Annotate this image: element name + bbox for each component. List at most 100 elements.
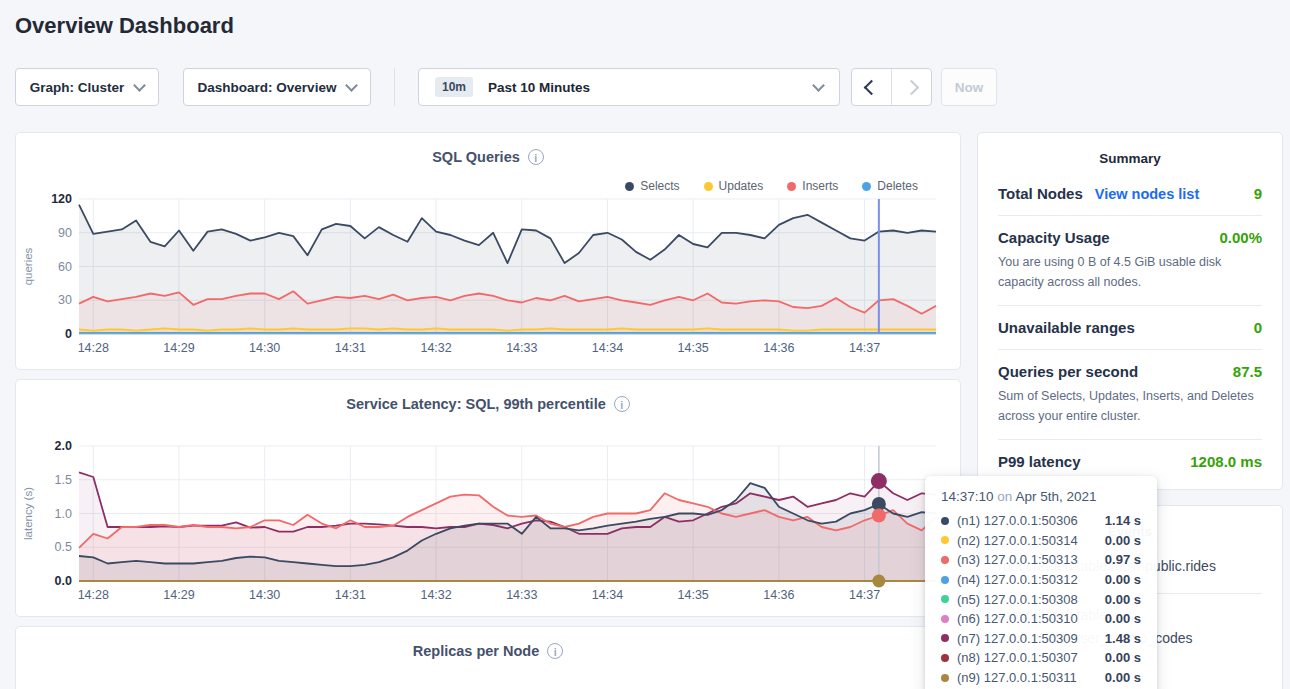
divider xyxy=(394,68,395,106)
dashboard-dropdown-label: Dashboard: Overview xyxy=(198,80,337,95)
summary-value: 0.00% xyxy=(1219,229,1262,246)
tooltip-node-row: (n4) 127.0.0.1:50312 0.00 s xyxy=(941,570,1141,590)
svg-text:14:28: 14:28 xyxy=(78,588,109,602)
svg-text:90: 90 xyxy=(58,226,72,240)
sql-queries-card: SQL Queriesi Selects Updates Inserts Del… xyxy=(15,132,961,370)
svg-text:0.5: 0.5 xyxy=(55,540,72,554)
page-title: Overview Dashboard xyxy=(15,13,234,39)
sql-queries-chart[interactable]: 14:28 14:29 14:30 14:31 14:32 14:33 14:34 14:35… xyxy=(16,189,960,367)
svg-text:14:28: 14:28 xyxy=(78,341,109,355)
node-color-dot-icon xyxy=(941,634,949,642)
node-color-dot-icon xyxy=(941,536,949,544)
svg-text:latency (s): latency (s) xyxy=(22,487,34,540)
summary-value: 87.5 xyxy=(1233,363,1262,380)
node-color-dot-icon xyxy=(941,576,949,584)
svg-text:14:36: 14:36 xyxy=(763,341,794,355)
graph-scope-dropdown[interactable]: Graph: Cluster xyxy=(15,68,159,106)
replicas-per-node-card: Replicas per Node i xyxy=(15,626,961,689)
svg-text:14:31: 14:31 xyxy=(335,341,366,355)
tooltip-node-row: (n2) 127.0.0.1:50314 0.00 s xyxy=(941,531,1141,551)
svg-text:0: 0 xyxy=(65,327,72,341)
graph-scope-dropdown-label: Graph: Cluster xyxy=(30,80,125,95)
summary-label: Capacity Usage xyxy=(998,229,1110,246)
summary-description: Sum of Selects, Updates, Inserts, and De… xyxy=(998,386,1262,426)
svg-text:14:30: 14:30 xyxy=(249,588,280,602)
node-color-dot-icon xyxy=(941,556,949,564)
summary-panel: Summary Total Nodes View nodes list 9 Ca… xyxy=(977,132,1283,490)
svg-text:14:34: 14:34 xyxy=(592,588,623,602)
chart-tooltip: 14:37:10 on Apr 5th, 2021 (n1) 127.0.0.1… xyxy=(925,476,1157,689)
chevron-down-icon xyxy=(346,79,359,92)
latency-chart[interactable]: 14:28 14:29 14:30 14:31 14:32 14:33 14:34 14:35… xyxy=(16,436,960,614)
view-nodes-list-link[interactable]: View nodes list xyxy=(1095,186,1200,202)
chevron-left-icon xyxy=(864,79,880,95)
summary-value: 9 xyxy=(1254,185,1262,202)
time-range-label: Past 10 Minutes xyxy=(488,80,590,95)
tooltip-node-row: (n6) 127.0.0.1:50310 0.00 s xyxy=(941,609,1141,629)
tooltip-node-row: (n9) 127.0.0.1:50311 0.00 s xyxy=(941,668,1141,688)
svg-text:14:37: 14:37 xyxy=(849,588,880,602)
svg-text:14:33: 14:33 xyxy=(506,588,537,602)
svg-text:14:30: 14:30 xyxy=(249,341,280,355)
prev-range-button[interactable] xyxy=(852,69,892,105)
svg-text:1.5: 1.5 xyxy=(55,473,72,487)
chevron-down-icon xyxy=(133,79,146,92)
svg-text:14:35: 14:35 xyxy=(678,341,709,355)
time-range-badge: 10m xyxy=(435,77,473,97)
chevron-right-icon xyxy=(904,79,920,95)
time-nav-group xyxy=(851,68,932,106)
svg-text:0.0: 0.0 xyxy=(55,574,72,588)
summary-description: You are using 0 B of 4.5 GiB usable disk… xyxy=(998,252,1262,292)
info-icon[interactable]: i xyxy=(547,643,563,659)
chart-title: Replicas per Node xyxy=(413,643,540,659)
node-color-dot-icon xyxy=(941,674,949,682)
dashboard-dropdown[interactable]: Dashboard: Overview xyxy=(183,68,371,106)
node-color-dot-icon xyxy=(941,615,949,623)
tooltip-node-row: (n5) 127.0.0.1:50308 0.00 s xyxy=(941,589,1141,609)
svg-text:30: 30 xyxy=(58,293,72,307)
node-color-dot-icon xyxy=(941,654,949,662)
summary-label: P99 latency xyxy=(998,453,1081,470)
summary-label: Unavailable ranges xyxy=(998,319,1135,336)
tooltip-node-row: (n8) 127.0.0.1:50307 0.00 s xyxy=(941,648,1141,668)
summary-label: Queries per second xyxy=(998,363,1138,380)
service-latency-card: Service Latency: SQL, 99th percentile i 1… xyxy=(15,379,961,617)
chart-title: SQL Queries xyxy=(432,149,520,165)
chart-title: Service Latency: SQL, 99th percentile xyxy=(346,396,606,412)
info-icon[interactable]: i xyxy=(614,396,630,412)
svg-text:120: 120 xyxy=(51,192,72,206)
svg-text:2.0: 2.0 xyxy=(55,439,72,453)
svg-text:14:34: 14:34 xyxy=(592,341,623,355)
svg-text:1.0: 1.0 xyxy=(55,507,72,521)
summary-row: Unavailable ranges 0 xyxy=(998,305,1262,349)
svg-text:14:36: 14:36 xyxy=(763,588,794,602)
tooltip-node-row: (n3) 127.0.0.1:50313 0.97 s xyxy=(941,550,1141,570)
chevron-down-icon xyxy=(812,79,825,92)
svg-text:14:32: 14:32 xyxy=(420,588,451,602)
svg-text:14:29: 14:29 xyxy=(163,341,194,355)
next-range-button[interactable] xyxy=(892,69,931,105)
svg-text:14:33: 14:33 xyxy=(506,341,537,355)
svg-text:14:37: 14:37 xyxy=(849,341,880,355)
svg-text:14:31: 14:31 xyxy=(335,588,366,602)
svg-text:14:35: 14:35 xyxy=(678,588,709,602)
svg-text:14:32: 14:32 xyxy=(420,341,451,355)
node-color-dot-icon xyxy=(941,595,949,603)
overview-dashboard-page: Overview Dashboard Graph: Cluster Dashbo… xyxy=(0,0,1290,689)
now-button[interactable]: Now xyxy=(941,68,997,106)
summary-row: Capacity Usage 0.00% You are using 0 B o… xyxy=(998,215,1262,305)
svg-text:60: 60 xyxy=(58,260,72,274)
node-color-dot-icon xyxy=(941,517,949,525)
tooltip-timestamp: 14:37:10 on Apr 5th, 2021 xyxy=(941,489,1141,504)
summary-row: Total Nodes View nodes list 9 xyxy=(998,172,1262,215)
time-range-picker[interactable]: 10m Past 10 Minutes xyxy=(418,68,840,106)
svg-text:14:29: 14:29 xyxy=(163,588,194,602)
summary-title: Summary xyxy=(978,133,1282,172)
summary-label: Total Nodes xyxy=(998,185,1083,202)
tooltip-node-row: (n1) 127.0.0.1:50306 1.14 s xyxy=(941,511,1141,531)
summary-value: 0 xyxy=(1254,319,1262,336)
tooltip-node-row: (n7) 127.0.0.1:50309 1.48 s xyxy=(941,629,1141,649)
svg-text:queries: queries xyxy=(22,247,34,285)
info-icon[interactable]: i xyxy=(528,149,544,165)
summary-row: Queries per second 87.5 Sum of Selects, … xyxy=(998,349,1262,439)
